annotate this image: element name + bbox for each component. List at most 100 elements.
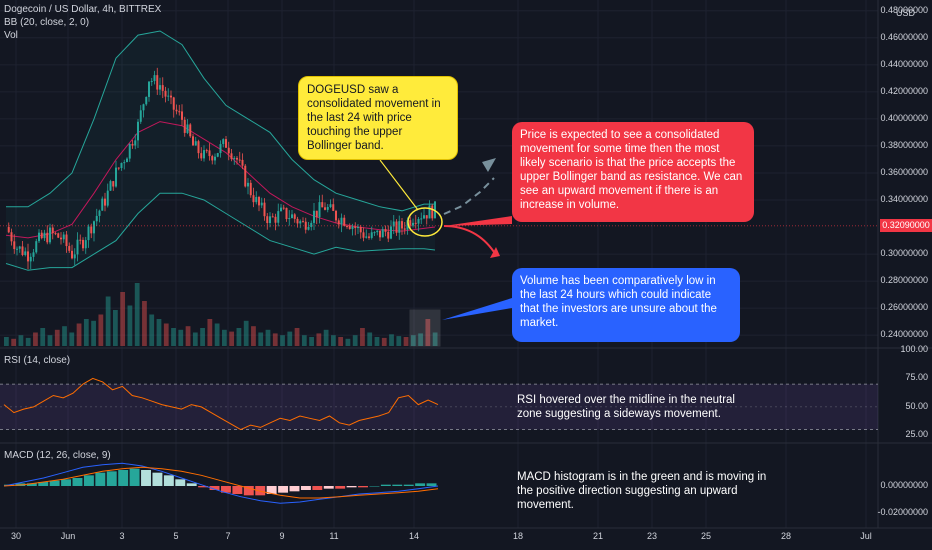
macd-histogram-bar bbox=[83, 475, 94, 486]
candle-body bbox=[131, 143, 134, 146]
candle-body bbox=[340, 217, 343, 225]
volume-bar bbox=[149, 314, 155, 346]
macd-histogram-bar bbox=[129, 468, 140, 486]
candle-body bbox=[326, 207, 329, 210]
price-axis-tick: 0.26000000 bbox=[880, 302, 928, 313]
volume-bar bbox=[127, 305, 133, 346]
volume-bar bbox=[396, 336, 402, 346]
candle-body bbox=[137, 121, 139, 141]
candle-body bbox=[420, 218, 423, 220]
macd-histogram-bar bbox=[232, 486, 243, 494]
candle-body bbox=[225, 139, 227, 148]
candle-body bbox=[40, 232, 43, 239]
volume-bar bbox=[222, 329, 227, 346]
currency-label[interactable]: USD bbox=[896, 8, 916, 18]
time-axis-tick: 14 bbox=[408, 531, 420, 541]
dashed-projection-path bbox=[443, 177, 495, 215]
candle-body bbox=[10, 232, 13, 242]
candle-body bbox=[357, 226, 359, 229]
candle-body bbox=[38, 232, 40, 242]
grid-lines bbox=[0, 0, 878, 528]
symbol-title: Dogecoin / US Dollar, 4h, BITTREX bbox=[4, 4, 162, 15]
candle-body bbox=[368, 236, 370, 238]
volume-bar bbox=[25, 337, 31, 346]
volume-highlight-box bbox=[409, 309, 441, 347]
rsi-pane bbox=[0, 377, 878, 431]
volume-bar bbox=[91, 320, 96, 346]
volume-bar bbox=[294, 328, 300, 346]
volume-bar bbox=[331, 335, 336, 346]
red-arrow-path bbox=[443, 225, 495, 253]
candle-body bbox=[390, 226, 392, 239]
rsi-axis-tick: 75.00 bbox=[905, 372, 928, 383]
candle-body bbox=[73, 254, 76, 259]
candle-body bbox=[24, 251, 27, 255]
last-price-tag: 0.32090000 bbox=[880, 219, 932, 233]
macd-histogram-bar bbox=[346, 486, 357, 488]
candle-body bbox=[296, 218, 299, 224]
volume-bar bbox=[352, 335, 358, 346]
candle-body bbox=[98, 210, 101, 216]
volume-bar bbox=[309, 337, 314, 346]
macd-histogram-bar bbox=[392, 484, 403, 486]
candle-body bbox=[106, 190, 109, 206]
candle-body bbox=[62, 234, 65, 240]
macd-pane bbox=[3, 462, 439, 504]
bb-indicator-label[interactable]: BB (20, close, 2, 0) bbox=[4, 17, 90, 28]
candle-body bbox=[348, 226, 351, 229]
candle-body bbox=[271, 216, 274, 218]
candle-body bbox=[260, 202, 263, 206]
time-axis-tick: 11 bbox=[329, 531, 339, 541]
candle-body bbox=[387, 231, 390, 239]
candle-body bbox=[49, 227, 51, 243]
time-axis-tick: 28 bbox=[780, 531, 792, 541]
candle-body bbox=[16, 248, 18, 250]
candle-body bbox=[365, 236, 368, 238]
rsi-indicator-label[interactable]: RSI (14, close) bbox=[4, 355, 71, 366]
volume-bar bbox=[338, 337, 344, 346]
candle-body bbox=[18, 246, 21, 249]
candle-body bbox=[222, 139, 225, 145]
candle-body bbox=[236, 157, 238, 160]
candle-body bbox=[101, 198, 104, 211]
candle-body bbox=[412, 222, 414, 226]
candle-body bbox=[274, 216, 277, 223]
macd-histogram-bar bbox=[278, 486, 289, 493]
candle-body bbox=[414, 222, 417, 224]
candle-body bbox=[244, 165, 247, 187]
macd-histogram-bar bbox=[323, 486, 334, 489]
candle-body bbox=[126, 158, 128, 163]
volume-bar bbox=[345, 338, 351, 346]
candle-body bbox=[120, 163, 123, 169]
candle-body bbox=[214, 156, 216, 161]
candle-body bbox=[269, 216, 271, 224]
macd-histogram-bar bbox=[289, 486, 300, 492]
candle-body bbox=[46, 232, 49, 243]
macd-histogram-bar bbox=[26, 483, 37, 486]
candle-body bbox=[65, 234, 68, 247]
macd-indicator-label[interactable]: MACD (12, 26, close, 9) bbox=[4, 450, 111, 461]
time-axis-tick: 25 bbox=[700, 531, 712, 541]
candle-body bbox=[148, 81, 150, 97]
candle-body bbox=[189, 124, 192, 137]
candle-body bbox=[84, 240, 87, 249]
macd-histogram-bar bbox=[198, 486, 209, 488]
volume-indicator-label[interactable]: Vol bbox=[4, 30, 18, 41]
volume-bar bbox=[389, 334, 394, 346]
candle-body bbox=[277, 211, 280, 223]
candle-body bbox=[332, 204, 335, 211]
candle-body bbox=[200, 153, 203, 159]
candle-body bbox=[428, 205, 431, 219]
price-axis-tick: 0.38000000 bbox=[880, 139, 928, 150]
candle-body bbox=[351, 226, 354, 229]
volume-bar bbox=[243, 320, 249, 346]
candle-body bbox=[21, 246, 24, 255]
macd-histogram-bar bbox=[106, 471, 117, 486]
candle-body bbox=[233, 157, 236, 159]
candle-body bbox=[425, 215, 428, 219]
candle-body bbox=[401, 221, 403, 229]
candle-body bbox=[423, 215, 425, 219]
volume-bar bbox=[47, 335, 53, 346]
candle-body bbox=[93, 221, 95, 234]
